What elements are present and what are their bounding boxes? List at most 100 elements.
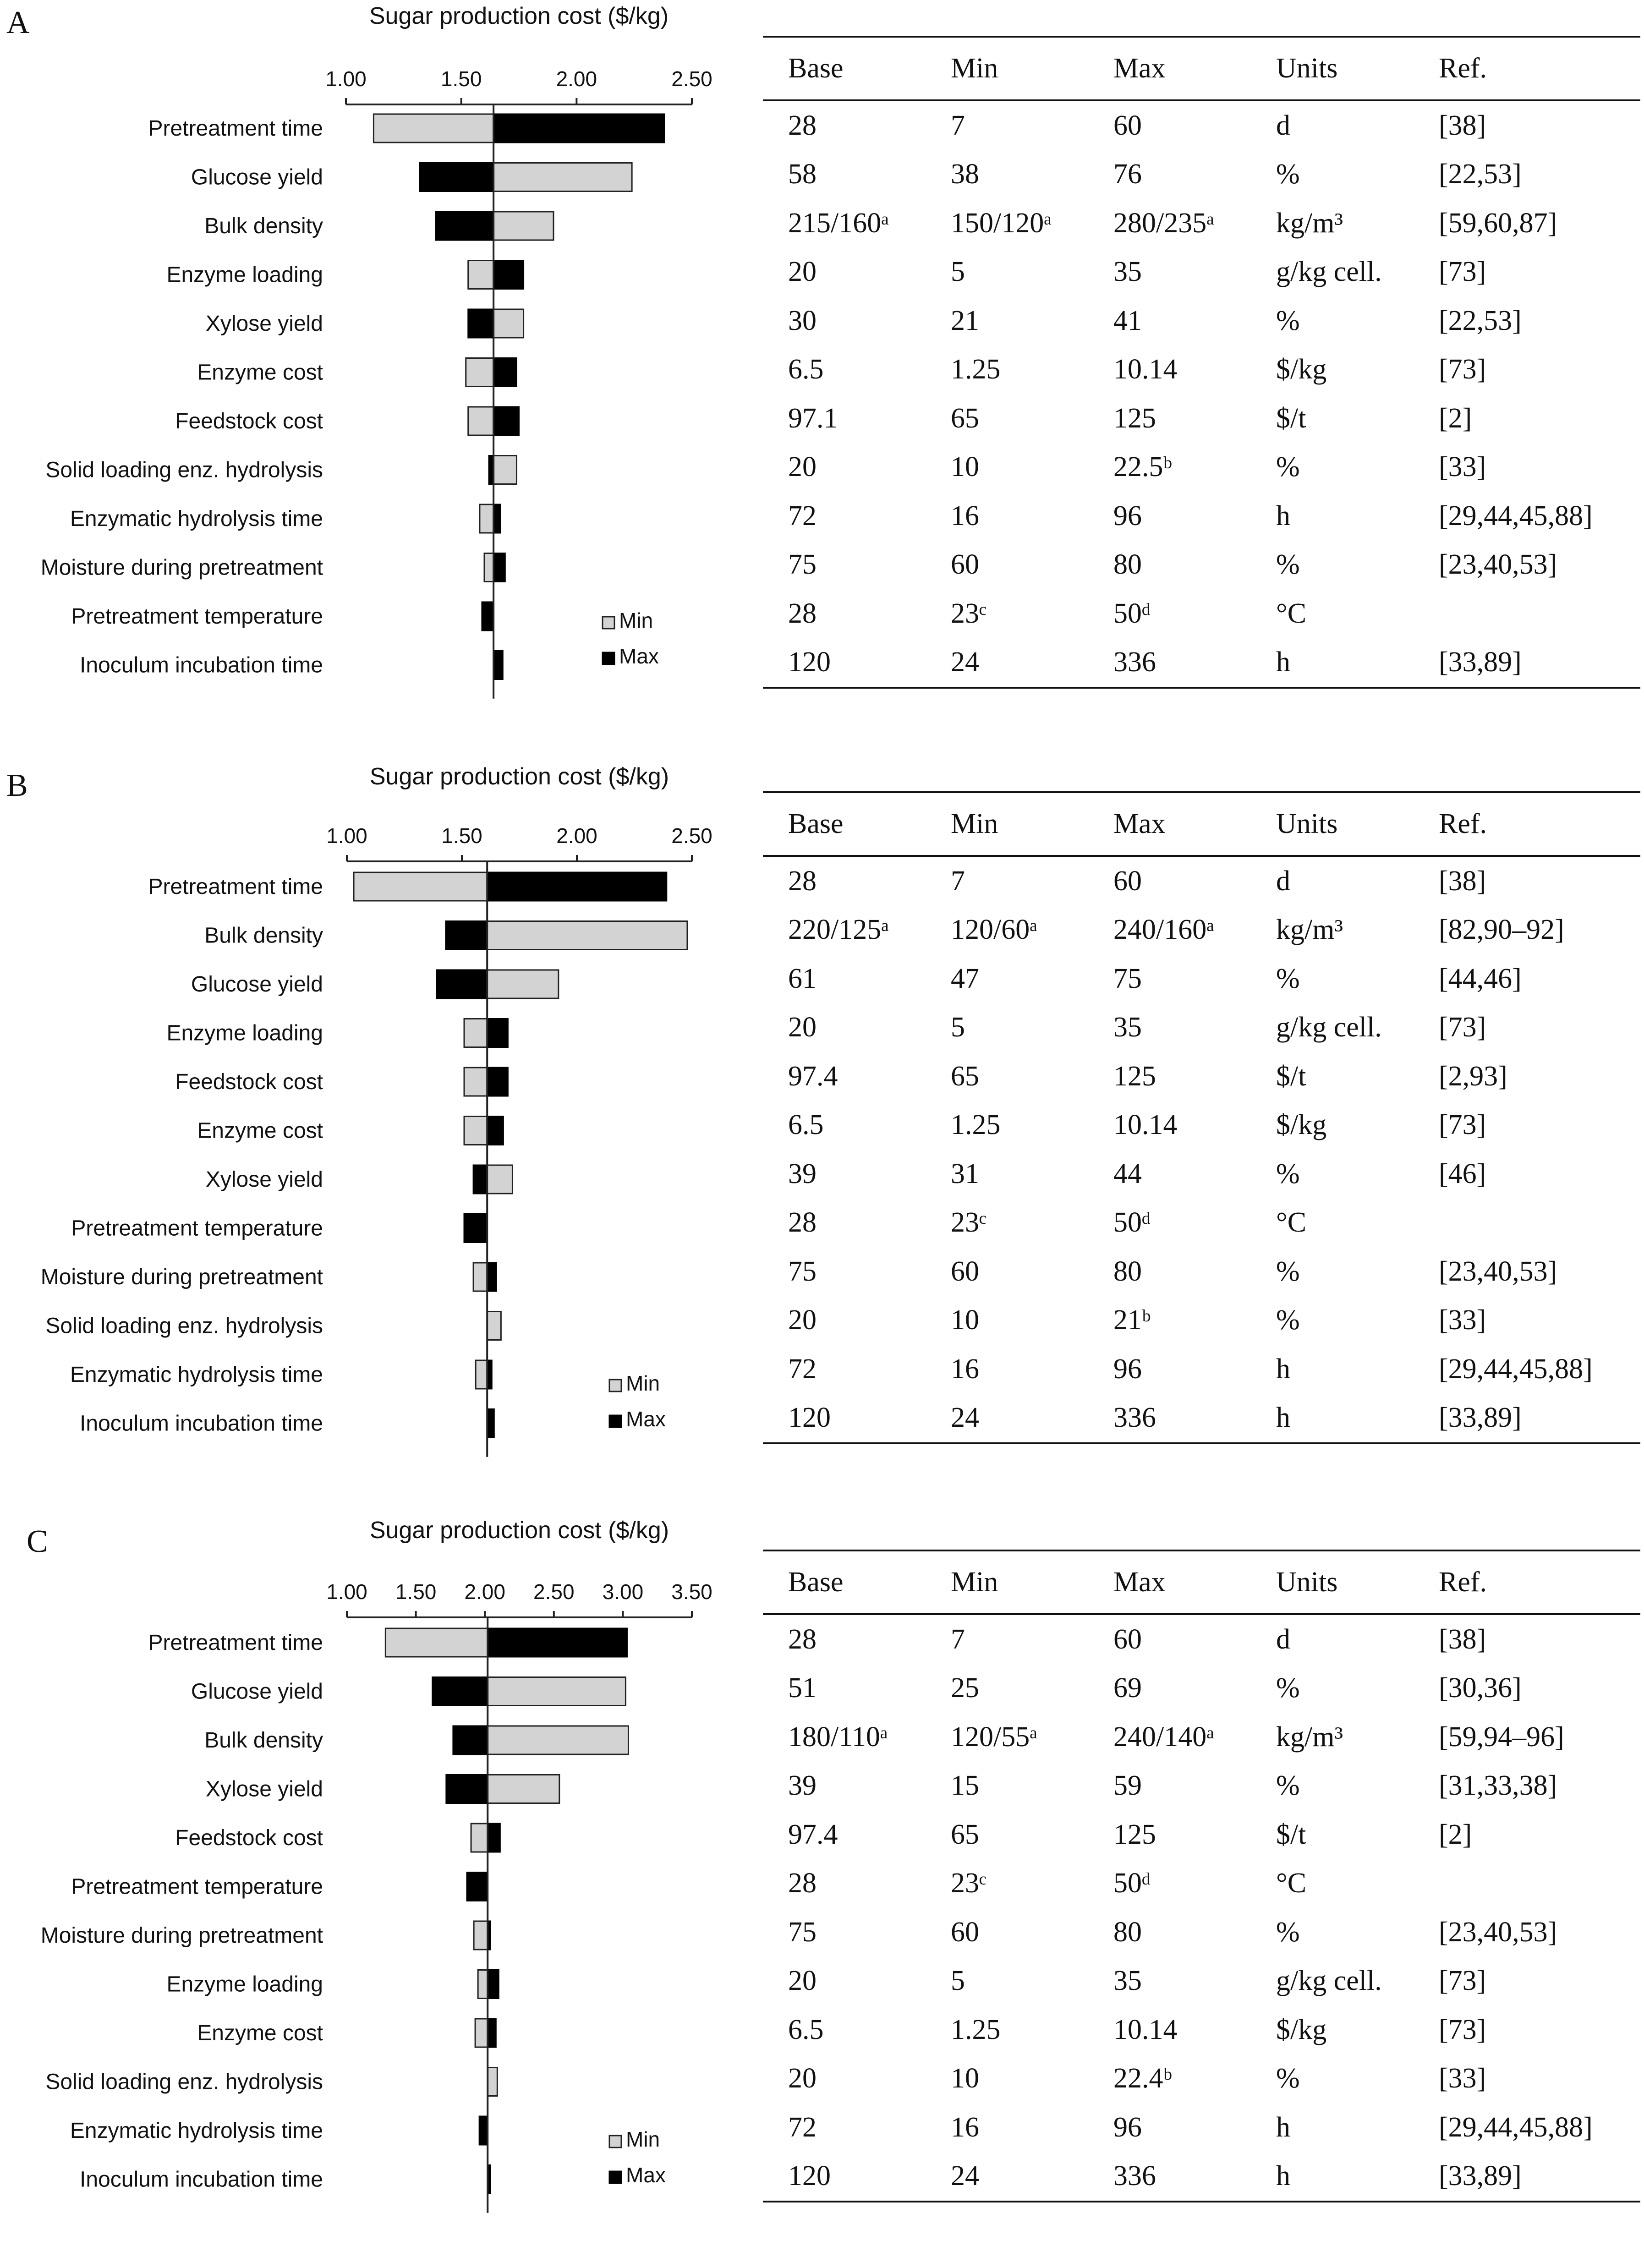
bar-min [486, 1311, 502, 1341]
cell-ref: [2] [1439, 402, 1472, 434]
cell-min: 1.25 [951, 1109, 1001, 1141]
bar-max [452, 1725, 488, 1755]
parameter-label: Xylose yield [206, 1167, 323, 1192]
tick-label: 1.00 [326, 824, 367, 848]
table-row: 20 10 21ᵇ% [33] [763, 1296, 1640, 1345]
cell-min: 10 [951, 451, 979, 483]
cell-units: h [1276, 646, 1290, 678]
cell-max: 80 [1113, 1916, 1142, 1948]
cell-units: % [1276, 549, 1300, 581]
cell-base: 6.5 [788, 354, 824, 385]
cell-base: 20 [788, 1012, 817, 1043]
cell-min: 150/120ᵃ [951, 207, 1052, 239]
tick-label: 2.00 [464, 1580, 505, 1604]
table-row: 39 31 44% [46] [763, 1150, 1640, 1199]
cell-ref: [23,40,53] [1439, 549, 1557, 581]
panel-letter: C [27, 1524, 48, 1559]
cell-max: 80 [1113, 549, 1142, 581]
parameter-label: Solid loading enz. hydrolysis [45, 458, 323, 482]
cell-min: 31 [951, 1158, 979, 1189]
bar-min [493, 455, 517, 485]
cell-ref: [73] [1439, 354, 1486, 385]
cell-min: 23ᶜ [951, 1207, 986, 1238]
bar-min [479, 504, 494, 534]
bar-max [436, 969, 488, 999]
parameter-label: Moisture during pretreatment [41, 556, 323, 580]
cell-max: 336 [1113, 646, 1156, 678]
panel-a: A Sugar production cost ($/kg) 1.00 1.50 2.… [0, 0, 1644, 756]
bar-min [463, 1067, 488, 1097]
cell-units: kg/m³ [1276, 1721, 1343, 1753]
cell-max: 336 [1113, 1402, 1156, 1434]
cell-units: % [1276, 1770, 1300, 1802]
bar-max [493, 553, 506, 582]
parameter-label: Bulk density [204, 214, 323, 238]
parameter-label: Xylose yield [206, 1777, 323, 1802]
table-row: 58 38 76% [22,53] [763, 150, 1640, 199]
parameter-label: Enzyme cost [197, 361, 323, 385]
parameter-label: Glucose yield [191, 165, 323, 190]
cell-min: 1.25 [951, 2014, 1001, 2045]
parameter-label: Enzymatic hydrolysis time [70, 507, 323, 531]
cell-max: 35 [1113, 256, 1142, 288]
bar-max [493, 650, 504, 680]
cell-units: % [1276, 1916, 1300, 1948]
tick-label: 2.00 [556, 67, 597, 91]
cell-ref: [29,44,45,88] [1439, 2111, 1593, 2143]
panel-letter: B [6, 768, 28, 803]
cell-base: 20 [788, 256, 817, 288]
cell-min: 5 [951, 1012, 965, 1043]
cell-base: 97.4 [788, 1819, 838, 1850]
parameter-label: Enzyme loading [166, 1972, 323, 1997]
bar-min [493, 211, 554, 241]
cell-units: h [1276, 500, 1290, 531]
cell-ref: [33,89] [1439, 1402, 1522, 1434]
parameter-label: Pretreatment temperature [71, 604, 323, 629]
cell-units: h [1276, 1353, 1290, 1385]
parameter-label: Bulk density [204, 924, 323, 948]
bar-min [474, 2018, 488, 2048]
bar-min [467, 260, 494, 290]
chart-title: Sugar production cost ($/kg) [370, 763, 669, 790]
bar-min [475, 1359, 488, 1390]
cell-units: $/kg [1276, 2014, 1327, 2045]
cell-units: % [1276, 159, 1300, 190]
table-row: 97.1 65 125 $/t [2] [763, 394, 1640, 443]
table-row: 6.5 1.25 10.14 $/kg [73] [763, 345, 1640, 394]
cell-base: 51 [788, 1672, 817, 1704]
bar-min [487, 1774, 560, 1804]
cell-base: 72 [788, 2111, 817, 2143]
cell-min: 5 [951, 1965, 965, 1997]
cell-min: 24 [951, 1402, 979, 1434]
bar-max [487, 1627, 628, 1658]
cell-base: 97.4 [788, 1060, 838, 1092]
cell-max: 10.14 [1113, 2014, 1178, 2045]
cell-ref [1414, 1859, 1640, 1908]
cell-base: 39 [788, 1770, 817, 1802]
bar-max [419, 162, 494, 192]
cell-ref [1414, 1199, 1640, 1248]
table-row: 75 60 80% [23,40,53] [763, 1908, 1640, 1957]
table-row: 220/125ᵃ 120/60ᵃ 240/160ᵃ kg/m³ [82,90–92] [763, 906, 1640, 955]
parameter-table-a: Base Min Max Units Ref. 28 7 60 d [38] 58 38 76… [763, 36, 1640, 689]
cell-units: h [1276, 2160, 1290, 2192]
cell-max: 35 [1113, 1012, 1142, 1043]
bar-max [486, 1262, 497, 1292]
cell-units: % [1276, 963, 1300, 994]
cell-base: 180/110ᵃ [788, 1721, 888, 1753]
cell-max: 10.14 [1113, 1109, 1178, 1141]
header-ref: Ref. [1414, 1550, 1640, 1615]
parameter-table-c: Base Min Max Units Ref. 28 7 60 d [38] 51 25 69… [763, 1550, 1640, 2202]
parameter-label: Pretreatment temperature [71, 1216, 323, 1241]
bar-max [493, 357, 517, 387]
parameter-label: Enzymatic hydrolysis time [70, 1363, 323, 1387]
tick-label: 1.00 [325, 67, 367, 91]
table-row: 28 23ᶜ 50ᵈ °C [763, 589, 1640, 638]
table-row: 61 47 75% [44,46] [763, 954, 1640, 1003]
cell-base: 28 [788, 1207, 817, 1238]
tornado-chart-a: Sugar production cost ($/kg) 1.00 1.50 2.00… [41, 3, 712, 699]
cell-max: 96 [1113, 500, 1142, 531]
header-max: Max [1088, 37, 1251, 101]
cell-min: 23ᶜ [951, 1868, 986, 1899]
bar-min [487, 1725, 629, 1755]
